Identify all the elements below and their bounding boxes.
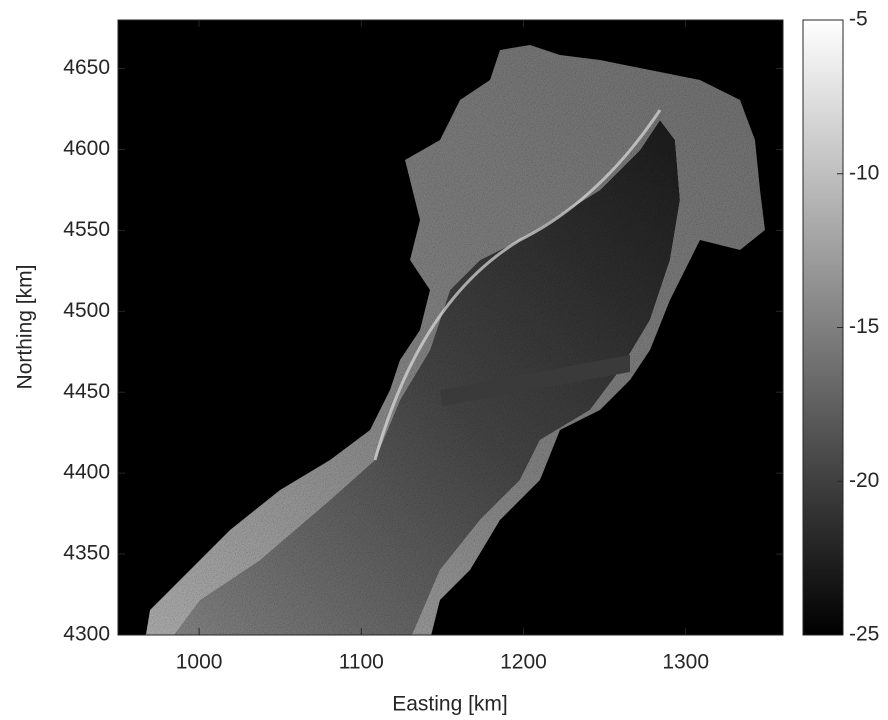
image-sea bbox=[173, 120, 680, 635]
colorbar bbox=[802, 19, 844, 636]
y-tick-label: 4500 bbox=[63, 299, 110, 322]
x-tick-label: 1000 bbox=[176, 651, 223, 674]
x-tick-label: 1200 bbox=[500, 651, 547, 674]
colorbar-tick-label: -25 bbox=[849, 623, 879, 646]
image-coast bbox=[373, 109, 662, 461]
colorbar-tick-label: -10 bbox=[849, 161, 879, 184]
y-tick-label: 4400 bbox=[63, 461, 110, 484]
image-strip bbox=[440, 355, 630, 406]
colorbar-tick-label: -5 bbox=[849, 8, 868, 31]
y-tick-label: 4350 bbox=[63, 542, 110, 565]
y-tick-label: 4450 bbox=[63, 380, 110, 403]
sar-image bbox=[145, 45, 765, 635]
x-tick-label: 1100 bbox=[339, 651, 384, 674]
colorbar-tick-label: -15 bbox=[849, 315, 879, 338]
y-tick-label: 4300 bbox=[63, 623, 110, 646]
y-tick-label: 4600 bbox=[63, 137, 110, 160]
y-axis-label: Northing [km] bbox=[14, 265, 37, 390]
y-tick-label: 4550 bbox=[63, 218, 110, 241]
axes-box bbox=[117, 19, 784, 636]
colorbar-tick-label: -20 bbox=[849, 469, 879, 492]
x-axis-label: Easting [km] bbox=[392, 693, 508, 716]
x-tick-label: 1300 bbox=[662, 651, 709, 674]
y-tick-label: 4650 bbox=[63, 56, 110, 79]
